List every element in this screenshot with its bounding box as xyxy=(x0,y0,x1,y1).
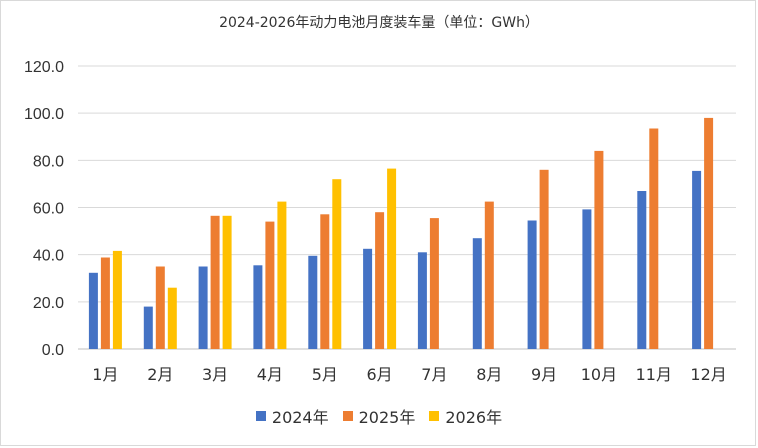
bar-2025年-10月 xyxy=(594,150,604,349)
bars xyxy=(88,117,714,350)
legend: 2024年 2025年 2026年 xyxy=(0,404,758,428)
bar-2024年-9月 xyxy=(527,220,537,349)
bar-2025年-5月 xyxy=(320,214,330,349)
x-axis: 1月 2月 3月 4月 5月 6月 7月 8月 9月 10月 11月 12月 xyxy=(92,365,726,384)
bar-2025年-4月 xyxy=(265,221,275,349)
x-tick-label: 9月 xyxy=(531,365,557,384)
bar-2025年-6月 xyxy=(375,212,385,349)
x-tick-label: 2月 xyxy=(147,365,173,384)
bar-2024年-7月 xyxy=(417,252,427,349)
legend-item: 2026年 xyxy=(429,404,502,428)
legend-label: 2025年 xyxy=(358,408,416,427)
x-tick-label: 1月 xyxy=(92,365,118,384)
legend-label: 2026年 xyxy=(445,408,503,427)
bar-2025年-11月 xyxy=(649,128,659,349)
bar-2026年-4月 xyxy=(277,201,287,349)
bar-2026年-6月 xyxy=(387,168,397,349)
y-tick-label: 0.0 xyxy=(42,342,64,359)
bar-2024年-5月 xyxy=(308,255,318,349)
y-tick-label: 100.0 xyxy=(24,106,64,123)
bar-2026年-2月 xyxy=(167,287,177,349)
x-tick-label: 6月 xyxy=(367,365,393,384)
gridlines xyxy=(78,65,736,350)
bar-2024年-1月 xyxy=(88,272,98,349)
bar-2024年-12月 xyxy=(692,170,702,349)
x-tick-label: 8月 xyxy=(476,365,502,384)
y-tick-label: 20.0 xyxy=(33,295,64,312)
x-tick-label: 7月 xyxy=(421,365,447,384)
chart-title: 2024-2026年动力电池月度装车量（单位：GWh） xyxy=(219,15,539,31)
legend-swatch xyxy=(255,411,266,421)
bar-2025年-2月 xyxy=(155,266,165,349)
bar-2024年-3月 xyxy=(198,266,208,349)
legend-item: 2024年 xyxy=(255,404,329,428)
y-tick-label: 60.0 xyxy=(33,201,64,218)
bar-2026年-5月 xyxy=(332,179,342,349)
legend-label: 2024年 xyxy=(271,408,329,427)
bar-2024年-4月 xyxy=(253,265,263,349)
x-tick-label: 12月 xyxy=(690,365,726,384)
bar-2025年-3月 xyxy=(210,215,220,349)
x-tick-label: 5月 xyxy=(312,365,338,384)
bar-2024年-2月 xyxy=(143,306,153,349)
bar-2025年-1月 xyxy=(100,257,110,349)
bar-2025年-9月 xyxy=(539,169,549,349)
y-tick-label: 80.0 xyxy=(33,153,64,170)
bar-2024年-11月 xyxy=(637,191,647,349)
legend-swatch xyxy=(429,411,440,421)
bar-2026年-3月 xyxy=(222,215,232,349)
bar-2024年-10月 xyxy=(582,209,592,349)
y-tick-label: 120.0 xyxy=(24,59,64,76)
legend-item: 2025年 xyxy=(342,404,416,428)
y-tick-label: 40.0 xyxy=(33,248,64,265)
x-tick-label: 4月 xyxy=(257,365,283,384)
bar-2025年-8月 xyxy=(484,201,494,349)
x-tick-label: 3月 xyxy=(202,365,228,384)
x-tick-label: 11月 xyxy=(636,365,672,384)
bar-2025年-12月 xyxy=(704,117,714,350)
x-tick-label: 10月 xyxy=(581,365,617,384)
bar-2026年-1月 xyxy=(112,250,122,349)
bar-2024年-6月 xyxy=(363,248,373,349)
y-axis: 0.0 20.0 40.0 60.0 80.0 100.0 120.0 xyxy=(24,59,64,359)
bar-2024年-8月 xyxy=(472,238,482,349)
bar-2025年-7月 xyxy=(429,218,439,349)
legend-swatch xyxy=(342,411,353,421)
